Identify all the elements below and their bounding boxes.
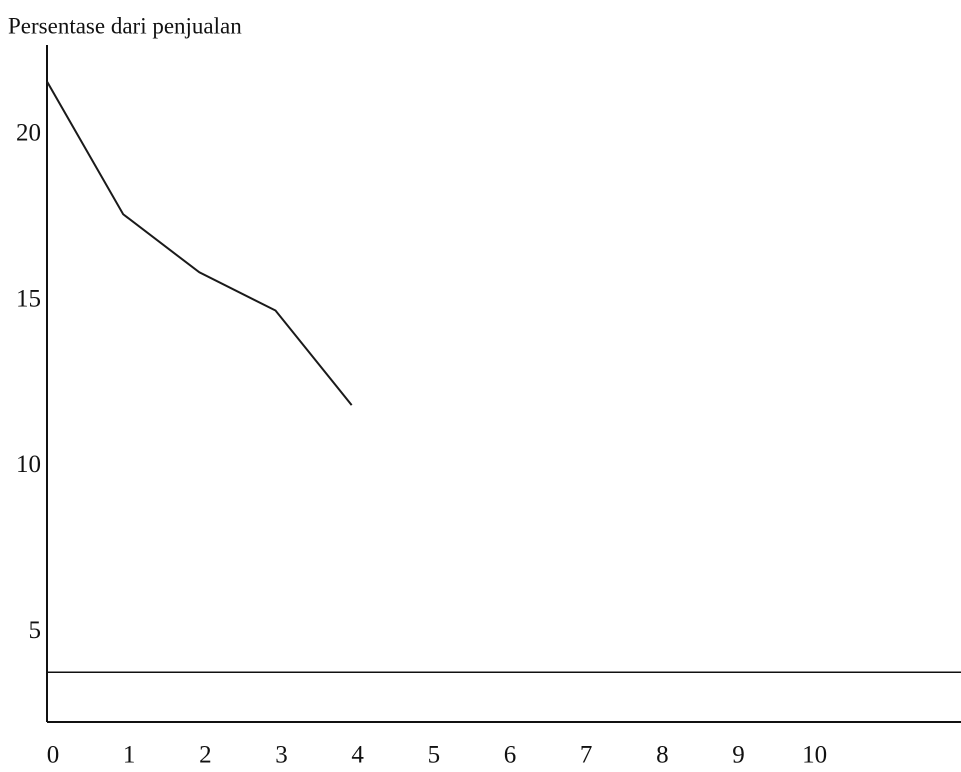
x-tick-label: 1 [123,742,136,769]
x-tick-label: 10 [802,742,827,769]
y-tick-label: 5 [29,617,42,644]
x-tick-label: 3 [275,742,288,769]
x-tick-label: 8 [656,742,669,769]
chart-title: Persentase dari penjualan [8,13,242,38]
x-tick-label: 4 [351,742,364,769]
x-tick-label: 5 [428,742,441,769]
x-tick-label: 2 [199,742,212,769]
y-tick-label: 10 [16,451,41,478]
chart: Persentase dari penjualan 5 10 15 20 0 1 2 3 4 5 6… [0,0,961,772]
x-tick-label: 0 [47,742,60,769]
y-tick-label: 15 [16,285,41,312]
x-tick-label: 7 [580,742,593,769]
background [0,0,961,772]
x-tick-label: 9 [732,742,745,769]
x-tick-label: 6 [504,742,517,769]
y-tick-label: 20 [16,119,41,146]
